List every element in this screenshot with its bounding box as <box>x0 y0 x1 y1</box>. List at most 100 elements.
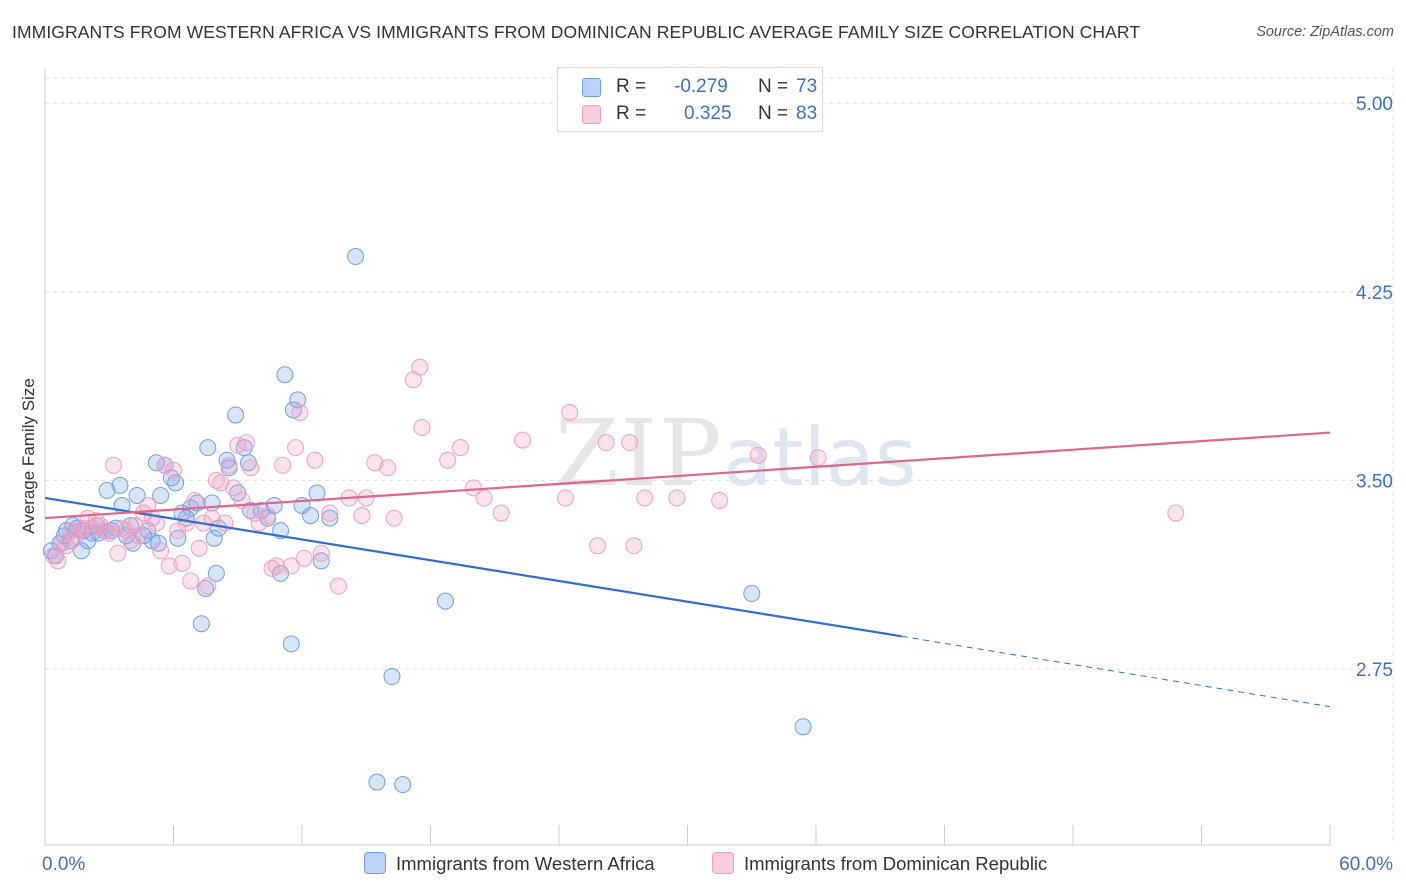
point-dominican-republic <box>152 542 170 560</box>
point-dominican-republic <box>321 504 339 522</box>
r-value: 0.325 <box>684 103 732 124</box>
point-western-africa <box>227 406 245 424</box>
axis-ticks <box>44 825 1331 845</box>
point-dominican-republic <box>186 491 204 509</box>
point-dominican-republic <box>177 514 195 532</box>
point-western-africa <box>128 486 146 504</box>
point-dominican-republic <box>492 504 510 522</box>
point-dominican-republic <box>464 479 482 497</box>
point-dominican-republic <box>156 456 174 474</box>
point-western-africa <box>289 391 307 409</box>
data-points <box>42 248 1185 794</box>
trend-lines <box>44 431 1331 708</box>
point-western-africa <box>207 564 225 582</box>
x-tick-label-max: 60.0% <box>1339 854 1393 875</box>
point-dominican-republic <box>597 434 615 452</box>
point-dominican-republic <box>561 403 579 421</box>
point-dominican-republic <box>259 507 277 525</box>
n-value: 73 <box>796 76 818 97</box>
point-dominican-republic <box>439 451 457 469</box>
point-dominican-republic <box>711 491 729 509</box>
point-dominican-republic <box>306 451 324 469</box>
n-label: N = <box>758 103 789 124</box>
legend-item-dominican-republic[interactable]: Immigrants from Dominican Republic <box>712 852 1047 875</box>
point-dominican-republic <box>413 419 431 437</box>
point-western-africa <box>383 668 401 686</box>
point-dominican-republic <box>353 507 371 525</box>
point-dominican-republic <box>282 557 300 575</box>
y-tick-label: 5.00 <box>1356 94 1393 115</box>
point-dominican-republic <box>366 454 384 472</box>
y-tick-label: 2.75 <box>1356 660 1393 681</box>
r-value: -0.279 <box>674 76 728 97</box>
point-western-africa <box>203 494 221 512</box>
point-dominican-republic <box>385 509 403 527</box>
point-dominican-republic <box>329 577 347 595</box>
point-dominican-republic <box>242 459 260 477</box>
point-western-africa <box>743 585 761 603</box>
point-dominican-republic <box>411 358 429 376</box>
legend-swatch-pink <box>712 852 734 874</box>
point-dominican-republic <box>109 544 127 562</box>
trend-line-dominican-republic <box>44 431 1331 520</box>
point-dominican-republic <box>636 489 654 507</box>
chart-title: IMMIGRANTS FROM WESTERN AFRICA VS IMMIGR… <box>12 22 1141 42</box>
point-western-africa <box>276 366 294 384</box>
point-dominican-republic <box>312 544 330 562</box>
legend-swatch-pink <box>582 105 601 124</box>
n-label: N = <box>758 76 789 97</box>
point-dominican-republic <box>1167 504 1185 522</box>
point-dominican-republic <box>165 461 182 479</box>
point-dominican-republic <box>199 577 217 595</box>
point-dominican-republic <box>274 456 292 474</box>
point-western-africa <box>394 776 412 794</box>
point-western-africa <box>197 579 215 597</box>
point-western-africa <box>282 635 300 653</box>
point-dominican-republic <box>379 459 397 477</box>
axis-labels: 5.00 4.25 3.50 2.75 0.0% 60.0% Average Family … <box>19 94 1393 875</box>
x-tick-label-min: 0.0% <box>42 854 85 875</box>
point-western-africa <box>152 486 170 504</box>
point-dominican-republic <box>203 509 221 527</box>
point-western-africa <box>347 248 365 266</box>
n-value: 83 <box>796 103 818 124</box>
point-dominican-republic <box>130 527 148 545</box>
y-axis-label: Average Family Size <box>19 378 38 534</box>
point-dominican-republic <box>556 489 574 507</box>
point-dominican-republic <box>100 524 118 542</box>
point-western-africa <box>199 439 217 457</box>
point-western-africa <box>368 773 386 791</box>
legend-item-western-africa[interactable]: Immigrants from Western Africa <box>364 852 655 875</box>
point-dominican-republic <box>220 456 238 474</box>
point-western-africa <box>167 474 185 492</box>
point-western-africa <box>111 476 129 494</box>
point-dominican-republic <box>809 449 827 467</box>
point-dominican-republic <box>117 522 135 540</box>
point-dominican-republic <box>749 446 767 464</box>
point-dominican-republic <box>295 549 313 567</box>
point-dominican-republic <box>190 539 208 557</box>
point-western-africa <box>436 592 454 610</box>
point-dominican-republic <box>160 557 178 575</box>
legend-swatch-blue <box>364 852 386 874</box>
legend-label: Immigrants from Dominican Republic <box>744 853 1048 874</box>
watermark: ZIPatlas <box>555 400 917 507</box>
y-tick-label: 3.50 <box>1356 471 1393 492</box>
point-dominican-republic <box>621 434 639 452</box>
point-dominican-republic <box>105 456 123 474</box>
trend-line-extension-western-africa <box>901 635 1331 708</box>
correlation-legend: R = -0.279 N = 73 R = 0.325 N = 83 <box>557 67 823 132</box>
point-dominican-republic <box>514 431 532 449</box>
point-dominican-republic <box>75 519 93 537</box>
legend-label: Immigrants from Western Africa <box>396 853 655 874</box>
source-label: Source: ZipAtlas.com <box>1256 24 1394 40</box>
watermark-atlas: atlas <box>723 411 917 504</box>
point-dominican-republic <box>212 474 230 492</box>
point-dominican-republic <box>173 554 191 572</box>
point-dominican-republic <box>589 537 607 555</box>
point-dominican-republic <box>625 537 643 555</box>
point-dominican-republic <box>224 479 242 497</box>
point-western-africa <box>794 718 812 736</box>
point-dominican-republic <box>291 403 309 421</box>
point-western-africa <box>321 509 339 527</box>
